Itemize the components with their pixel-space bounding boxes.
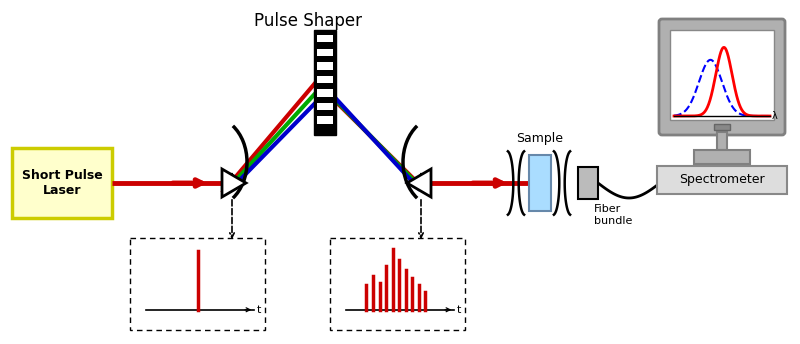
Bar <box>317 35 333 42</box>
Bar <box>330 238 465 330</box>
Text: Short Pulse
Laser: Short Pulse Laser <box>22 169 102 197</box>
Text: λ: λ <box>772 111 778 121</box>
Bar <box>317 76 333 83</box>
FancyBboxPatch shape <box>694 150 750 164</box>
Bar <box>317 89 333 97</box>
Text: t: t <box>258 305 262 315</box>
Bar <box>657 166 787 194</box>
Bar <box>317 49 333 56</box>
Text: Pulse Shaper: Pulse Shaper <box>254 12 362 30</box>
Bar <box>670 30 774 120</box>
Bar <box>130 238 265 330</box>
Text: t: t <box>458 305 462 315</box>
Bar <box>317 116 333 124</box>
Bar <box>578 167 598 199</box>
Bar <box>529 155 551 211</box>
Bar <box>714 124 730 130</box>
Polygon shape <box>407 169 431 197</box>
Bar <box>717 132 727 150</box>
Text: Fiber
bundle: Fiber bundle <box>594 204 632 226</box>
FancyBboxPatch shape <box>659 19 785 135</box>
Polygon shape <box>222 169 246 197</box>
Text: Spectrometer: Spectrometer <box>679 173 765 186</box>
Text: Sample: Sample <box>517 132 563 145</box>
Bar <box>317 103 333 110</box>
FancyBboxPatch shape <box>12 148 112 218</box>
Bar <box>317 62 333 69</box>
Bar <box>314 30 336 135</box>
